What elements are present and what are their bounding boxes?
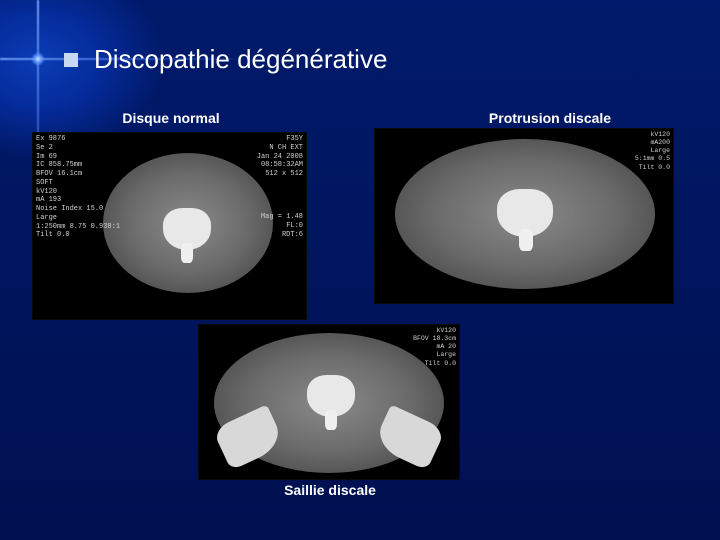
label-protrusion: Protrusion discale	[460, 110, 640, 126]
label-saillie: Saillie discale	[260, 482, 400, 498]
slide-title: Discopathie dégénérative	[94, 44, 387, 75]
bullet-icon	[64, 53, 78, 67]
ct-spinous	[181, 243, 193, 263]
ct1-meta-topleft: Ex 9876 Se 2 Im 69 IC 858.75mm BFOV 16.1…	[36, 135, 120, 240]
ct3-meta-topright: kV120 BFOV 18.3cm mA 20 Large Tilt 0.0	[413, 327, 456, 368]
ct2-meta-topright: kV120 mA200 Large 5:1mm 0.5 Tilt 0.0	[635, 131, 670, 172]
ct1-meta-topright: F35Y N CH EXT Jan 24 2008 08:58:32AM 512…	[257, 135, 303, 179]
lens-flare-center	[31, 52, 45, 66]
ct1-meta-right: Mag = 1.48 FL:0 RDT:6	[261, 213, 303, 239]
ct-scan-protrusion: kV120 mA200 Large 5:1mm 0.5 Tilt 0.0	[374, 128, 674, 304]
ct-spinous	[325, 410, 337, 430]
ct-scan-saillie: kV120 BFOV 18.3cm mA 20 Large Tilt 0.0	[198, 324, 460, 480]
title-row: Discopathie dégénérative	[64, 44, 387, 75]
label-normal: Disque normal	[96, 110, 246, 126]
ct-spinous	[519, 229, 533, 251]
ct-scan-normal: Ex 9876 Se 2 Im 69 IC 858.75mm BFOV 16.1…	[32, 132, 307, 320]
